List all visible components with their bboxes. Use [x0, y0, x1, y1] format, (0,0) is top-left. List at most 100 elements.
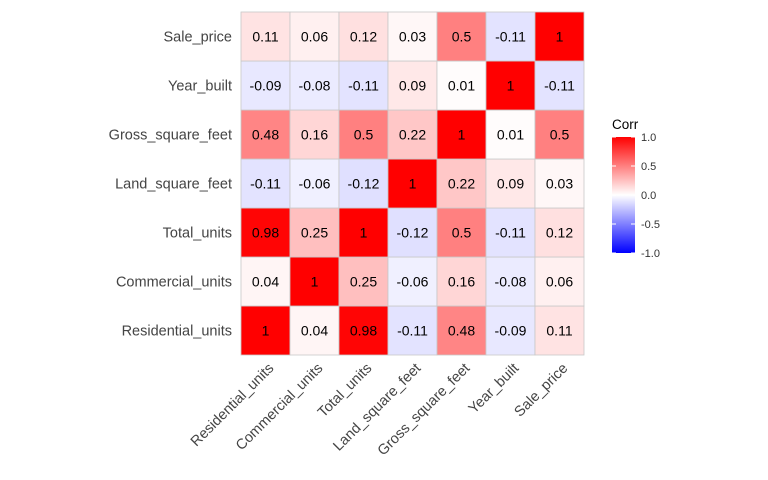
heatmap-cell-label: -0.08 — [299, 78, 331, 94]
heatmap-cell-label: 0.12 — [546, 225, 573, 241]
heatmap-cell — [240, 11, 291, 62]
heatmap-cell-label: 0.48 — [448, 323, 475, 339]
heatmap-cell-label: -0.12 — [348, 176, 380, 192]
heatmap-cell-label: 1 — [360, 225, 368, 241]
heatmap-cell — [338, 11, 389, 62]
heatmap-cell-label: 1 — [311, 274, 319, 290]
y-axis-tick-label: Land_square_feet — [115, 177, 232, 193]
heatmap-cell-label: 0.01 — [448, 78, 475, 94]
y-axis-tick-label: Residential_units — [122, 324, 232, 340]
y-axis-tick-label: Year_built — [168, 79, 232, 95]
heatmap-cell-label: 0.01 — [497, 127, 524, 143]
heatmap-cell-label: 0.25 — [350, 274, 377, 290]
heatmap-cell — [338, 60, 389, 111]
heatmap-cell-label: -0.11 — [250, 176, 281, 192]
heatmap-cell-label: -0.11 — [495, 225, 526, 241]
heatmap-cell — [289, 60, 340, 111]
heatmap-cell-labels: 1 0.04 0.98 -0.11 0.48 -0.09 0.11 0.04 1 0.25 -0.0… — [250, 29, 576, 339]
heatmap-cell-label: 0.03 — [399, 29, 426, 45]
heatmap-cell — [387, 11, 438, 62]
heatmap-cell-label: 0.06 — [546, 274, 573, 290]
x-axis-tick-label: Residential_units — [188, 361, 277, 450]
heatmap-cell-label: -0.11 — [544, 78, 575, 94]
heatmap-cell — [289, 109, 340, 160]
heatmap-cell-label: -0.09 — [495, 323, 527, 339]
heatmap-cell-label: 0.12 — [350, 29, 377, 45]
heatmap-cell-label: 0.48 — [252, 127, 279, 143]
heatmap-cell — [534, 11, 585, 62]
heatmap-cell-label: 0.06 — [301, 29, 328, 45]
heatmap-cell-label: 1 — [458, 127, 466, 143]
heatmap-cell — [338, 207, 389, 258]
heatmap-cell — [387, 158, 438, 209]
legend-tick-label: 1.0 — [641, 132, 656, 144]
heatmap-cell — [485, 11, 536, 62]
legend-colorbar — [612, 137, 635, 253]
heatmap-cell — [436, 305, 487, 356]
heatmap-cell — [387, 60, 438, 111]
heatmap-cell-label: 0.22 — [399, 127, 426, 143]
legend-tick-label: -1.0 — [641, 248, 660, 260]
heatmap-cell-label: 0.04 — [301, 323, 328, 339]
heatmap-cell-label: 0.16 — [301, 127, 328, 143]
heatmap-cell — [485, 109, 536, 160]
y-axis-tick-labels: Sale_price Year_built Gross_square_feet Lan… — [109, 30, 232, 340]
heatmap-cell — [338, 158, 389, 209]
x-axis-tick-label: Land_square_feet — [330, 361, 424, 455]
legend-tick-label: 0.0 — [641, 190, 656, 202]
legend-tick-label: 0.5 — [641, 161, 656, 173]
heatmap-cell-label: 0.16 — [448, 274, 475, 290]
heatmap-cell — [289, 11, 340, 62]
x-axis-tick-label: Sale_price — [512, 361, 572, 421]
heatmap-cell-label: -0.11 — [348, 78, 379, 94]
heatmap-cell-label: 0.25 — [301, 225, 328, 241]
heatmap-cell — [436, 11, 487, 62]
heatmap-cell-label: 1 — [262, 323, 270, 339]
y-axis-tick-label: Sale_price — [163, 30, 232, 46]
x-axis-tick-label: Gross_square_feet — [375, 361, 474, 460]
legend-ticks: 1.0 0.5 0.0 -0.5 -1.0 — [612, 132, 660, 260]
heatmap-cell — [387, 256, 438, 307]
heatmap-cell-label: -0.06 — [397, 274, 429, 290]
heatmap-cell — [289, 207, 340, 258]
legend-tick-label: -0.5 — [641, 219, 660, 231]
heatmap-cell-label: 0.5 — [452, 29, 472, 45]
heatmap-cell-label: 0.98 — [350, 323, 377, 339]
heatmap-cell — [534, 207, 585, 258]
heatmap-cell — [240, 256, 291, 307]
heatmap-cell-label: 0.22 — [448, 176, 475, 192]
heatmap-cell-label: -0.12 — [397, 225, 429, 241]
heatmap-cell-label: 0.98 — [252, 225, 279, 241]
y-axis-tick-label: Gross_square_feet — [109, 128, 232, 144]
heatmap-cell-label: 0.11 — [252, 29, 278, 45]
color-legend: Corr 1.0 0.5 0.0 -0.5 -1.0 — [612, 117, 660, 260]
legend-title: Corr — [612, 117, 639, 132]
heatmap-cell-label: 0.04 — [252, 274, 279, 290]
heatmap-cell-label: 0.5 — [452, 225, 472, 241]
heatmap-cell-label: 0.11 — [546, 323, 572, 339]
heatmap-cell-label: -0.09 — [250, 78, 282, 94]
heatmap-cell — [534, 60, 585, 111]
heatmap-cell — [485, 207, 536, 258]
heatmap-cell — [338, 109, 389, 160]
heatmap-cell-label: 0.09 — [497, 176, 524, 192]
heatmap-cell-label: -0.11 — [495, 29, 526, 45]
heatmap-cell — [534, 109, 585, 160]
y-axis-tick-label: Commercial_units — [116, 275, 232, 291]
heatmap-cells — [240, 11, 585, 356]
heatmap-cell — [240, 305, 291, 356]
heatmap-cell — [289, 305, 340, 356]
heatmap-cell-label: -0.11 — [397, 323, 428, 339]
heatmap-cell — [485, 305, 536, 356]
heatmap-cell-label: 0.09 — [399, 78, 426, 94]
heatmap-cell-label: 0.5 — [550, 127, 570, 143]
heatmap-cell — [289, 256, 340, 307]
heatmap-cell — [436, 60, 487, 111]
heatmap-cell-label: 1 — [556, 29, 564, 45]
heatmap-cell-label: -0.06 — [299, 176, 331, 192]
heatmap-cell-label: 1 — [409, 176, 417, 192]
heatmap-cell-label: 0.03 — [546, 176, 573, 192]
heatmap-cell-label: 0.5 — [354, 127, 374, 143]
heatmap-cell — [240, 109, 291, 160]
x-axis-tick-label: Commercial_units — [233, 361, 326, 454]
